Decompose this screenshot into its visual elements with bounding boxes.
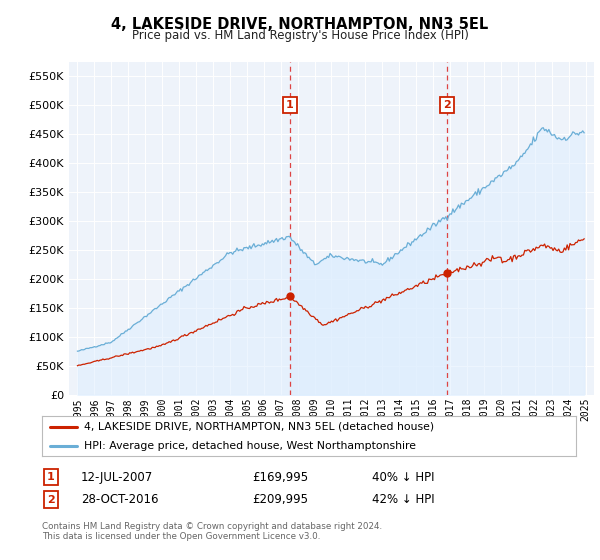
Text: £209,995: £209,995 [252,493,308,506]
Text: HPI: Average price, detached house, West Northamptonshire: HPI: Average price, detached house, West… [83,441,416,451]
Text: Contains HM Land Registry data © Crown copyright and database right 2024.
This d: Contains HM Land Registry data © Crown c… [42,522,382,542]
Text: 2: 2 [443,100,451,110]
Text: Price paid vs. HM Land Registry's House Price Index (HPI): Price paid vs. HM Land Registry's House … [131,29,469,42]
Text: 40% ↓ HPI: 40% ↓ HPI [372,470,434,484]
Text: 4, LAKESIDE DRIVE, NORTHAMPTON, NN3 5EL: 4, LAKESIDE DRIVE, NORTHAMPTON, NN3 5EL [112,17,488,32]
Text: £169,995: £169,995 [252,470,308,484]
Text: 42% ↓ HPI: 42% ↓ HPI [372,493,434,506]
Text: 4, LAKESIDE DRIVE, NORTHAMPTON, NN3 5EL (detached house): 4, LAKESIDE DRIVE, NORTHAMPTON, NN3 5EL … [83,422,434,432]
Text: 2: 2 [47,494,55,505]
Text: 1: 1 [47,472,55,482]
Text: 12-JUL-2007: 12-JUL-2007 [81,470,153,484]
Text: 1: 1 [286,100,293,110]
Text: 28-OCT-2016: 28-OCT-2016 [81,493,158,506]
